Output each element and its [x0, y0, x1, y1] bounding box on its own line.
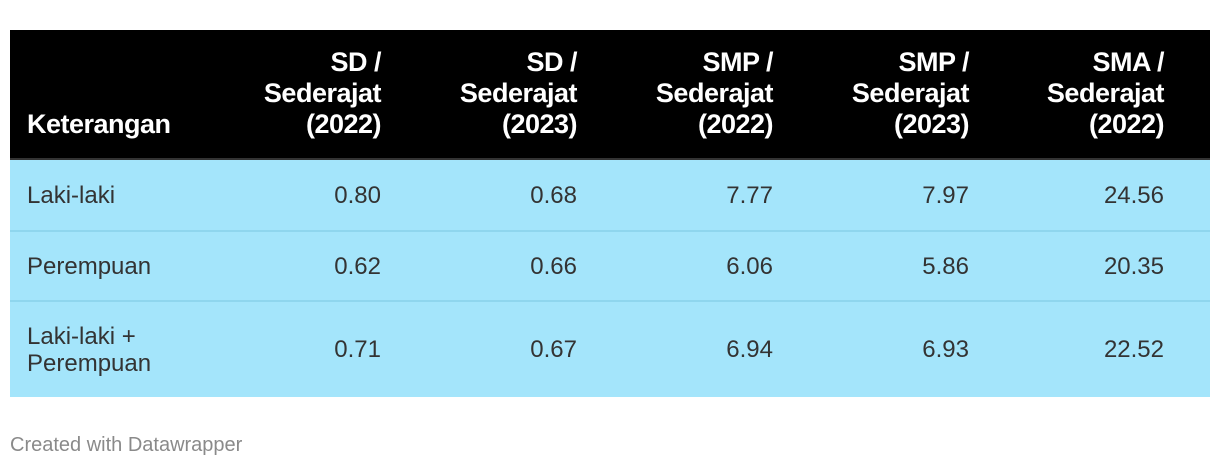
- table-cell: 0.62: [334, 252, 381, 280]
- row-label-text: Laki-laki +: [27, 322, 136, 350]
- table-row: Perempuan 0.62 0.66 6.06 5.86 20.35: [10, 230, 1210, 300]
- table-cell: 6.93: [922, 336, 969, 363]
- header-cell: SMA / Sederajat (2022): [1046, 47, 1165, 140]
- header-text: SMP /: [702, 47, 773, 77]
- table-header: Keterangan SD / Sederajat (2022) SD / Sederaj…: [10, 30, 1210, 161]
- header-text: (2023): [893, 109, 970, 139]
- header-text: Sederajat: [459, 78, 578, 108]
- header-cell: SMP / Sederajat (2023): [851, 47, 970, 140]
- table-cell: 7.97: [922, 181, 969, 209]
- row-label-text: Laki-laki: [27, 181, 116, 209]
- table-cell: 0.71: [334, 336, 381, 363]
- header-text: Sederajat: [1046, 78, 1165, 108]
- table-row: Laki-laki + Perempuan 0.71 0.67 6.94 6.93 22.5…: [10, 300, 1210, 397]
- table-row: Laki-laki 0.80 0.68 7.77 7.97 24.56: [10, 160, 1210, 230]
- table-cell: 22.52: [1103, 336, 1164, 363]
- header-text: SD /: [330, 47, 381, 77]
- header-text: (2022): [1088, 109, 1165, 139]
- header-text: SD /: [526, 47, 577, 77]
- table-cell: 24.56: [1103, 181, 1164, 209]
- table-cell: 0.67: [530, 336, 577, 363]
- header-cell: Keterangan: [27, 109, 171, 140]
- header-text: Sederajat: [655, 78, 774, 108]
- header-cell: SD / Sederajat (2023): [459, 47, 578, 140]
- header-text: (2022): [305, 109, 382, 139]
- table-cell: 5.86: [922, 252, 969, 280]
- header-cell: SD / Sederajat (2022): [263, 47, 382, 140]
- table-cell: 20.35: [1103, 252, 1164, 280]
- header-text: (2022): [697, 109, 774, 139]
- table-cell: 7.77: [726, 181, 773, 209]
- row-label-text: Perempuan: [27, 349, 152, 377]
- table-cell: 0.68: [530, 181, 577, 209]
- row-label: Laki-laki + Perempuan: [27, 302, 151, 397]
- header-text: Sederajat: [263, 78, 382, 108]
- header-text: Keterangan: [27, 109, 171, 139]
- header-text: Sederajat: [851, 78, 970, 108]
- table-cell: 6.06: [726, 252, 773, 280]
- header-text: SMA /: [1092, 47, 1165, 77]
- header-text: (2023): [501, 109, 578, 139]
- table-cell: 6.94: [726, 336, 773, 363]
- header-cell: SMP / Sederajat (2022): [655, 47, 774, 140]
- credit: Created with Datawrapper: [10, 434, 243, 456]
- table-cell: 0.80: [334, 181, 381, 209]
- row-label: Perempuan: [27, 232, 151, 300]
- header-text: SMP /: [898, 47, 969, 77]
- table-cell: 0.66: [530, 252, 577, 280]
- row-label: Laki-laki: [27, 160, 115, 230]
- row-label-text: Perempuan: [27, 252, 152, 280]
